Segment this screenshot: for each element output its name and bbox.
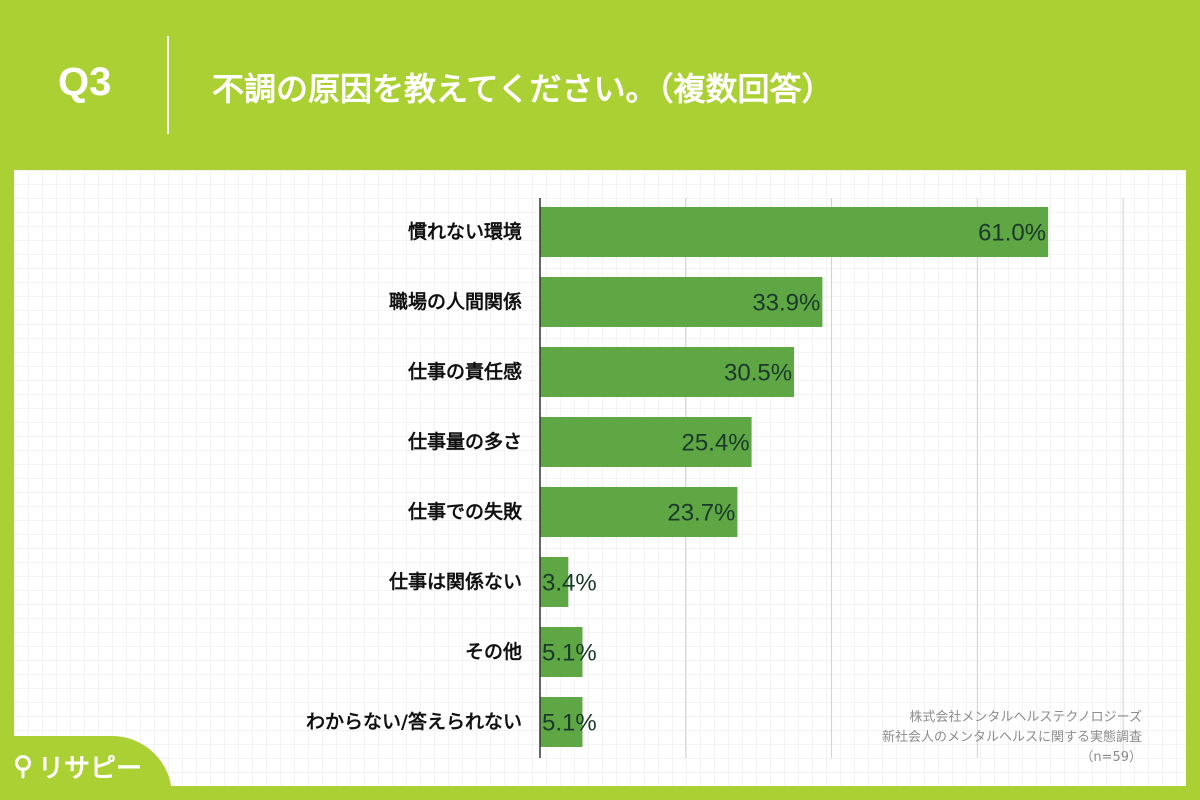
source-note: 株式会社メンタルヘルステクノロジーズ 新社会人のメンタルヘルスに関する実態調査 … bbox=[882, 708, 1142, 768]
value-label: 3.4% bbox=[542, 570, 597, 597]
bar bbox=[540, 277, 823, 327]
bar-chart: 慣れない環境 61.0% 職場の人間関係 33.9% 仕事の責任感 30.5% 仕事量の多さ… bbox=[306, 198, 1124, 758]
value-label: 33.9% bbox=[752, 290, 820, 317]
question-number: Q3 bbox=[58, 60, 112, 104]
logo-text: リサピー bbox=[38, 754, 143, 784]
bar bbox=[540, 347, 795, 397]
source-company: 株式会社メンタルヘルステクノロジーズ bbox=[909, 710, 1142, 725]
category-label: わからない/答えられない bbox=[306, 710, 522, 733]
value-label: 25.4% bbox=[682, 430, 750, 457]
category-label: 仕事の責任感 bbox=[407, 360, 522, 383]
sample-size: （n=59） bbox=[1080, 750, 1142, 765]
value-label: 23.7% bbox=[667, 500, 735, 527]
category-label: 慣れない環境 bbox=[408, 220, 522, 243]
category-label: 仕事は関係ない bbox=[388, 570, 522, 593]
category-label: 職場の人間関係 bbox=[389, 290, 522, 313]
bar bbox=[540, 697, 583, 747]
header: Q3 不調の原因を教えてください。（複数回答） bbox=[0, 0, 1200, 170]
chart-panel: 慣れない環境 61.0% 職場の人間関係 33.9% 仕事の責任感 30.5% 仕事量の多さ… bbox=[14, 170, 1186, 786]
category-label: その他 bbox=[465, 640, 522, 663]
bar bbox=[540, 417, 752, 467]
value-label: 5.1% bbox=[542, 710, 597, 737]
question-title: 不調の原因を教えてください。（複数回答） bbox=[212, 70, 834, 108]
category-label: 仕事での失敗 bbox=[407, 500, 523, 523]
value-label: 30.5% bbox=[724, 360, 792, 387]
bar bbox=[540, 487, 738, 537]
risapi-logo: リサピー bbox=[14, 748, 142, 785]
bar bbox=[540, 207, 1049, 257]
source-survey: 新社会人のメンタルヘルスに関する実態調査 bbox=[881, 730, 1142, 745]
value-label: 5.1% bbox=[542, 640, 597, 667]
location-pin-icon bbox=[14, 754, 32, 779]
bar bbox=[540, 627, 583, 677]
bar bbox=[540, 557, 569, 607]
value-label: 61.0% bbox=[978, 220, 1046, 247]
category-label: 仕事量の多さ bbox=[407, 430, 522, 453]
header-divider bbox=[167, 36, 169, 134]
